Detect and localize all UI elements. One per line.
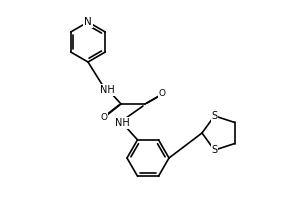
Text: S: S: [212, 111, 218, 121]
Text: N: N: [84, 17, 92, 27]
Text: NH: NH: [115, 118, 129, 128]
Text: S: S: [212, 145, 218, 155]
Text: NH: NH: [100, 85, 114, 95]
Text: O: O: [100, 112, 107, 121]
Text: O: O: [158, 90, 166, 98]
